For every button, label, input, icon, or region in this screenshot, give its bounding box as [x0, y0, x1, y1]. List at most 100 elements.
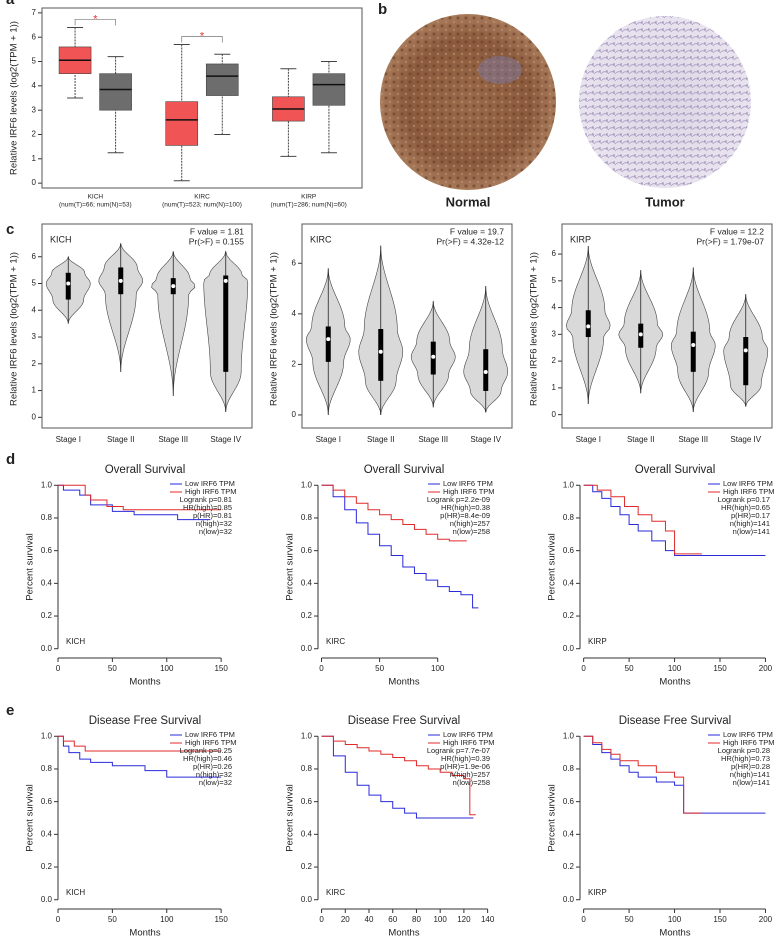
stat-text: Logrank p=7.7e-07	[427, 746, 490, 755]
stat-text: n(low)=258	[453, 778, 490, 787]
stat-text: n(high)=141	[730, 770, 770, 779]
stat-text: p(HR)=0.28	[731, 762, 770, 771]
legend-label: Low IRF6 TPM	[443, 479, 493, 488]
stat-text: Logrank p=0.25	[180, 746, 232, 755]
x-axis-label: Months	[129, 677, 160, 688]
iqr-box	[223, 275, 229, 372]
x-tick-label: Stage I	[576, 435, 601, 444]
significance-star: *	[200, 30, 205, 42]
panel-title: KICH	[66, 637, 85, 646]
x-tick-label: Stage II	[107, 435, 135, 444]
y-tick-label: 0.6	[301, 546, 313, 555]
y-tick-label: 0.0	[301, 644, 313, 653]
stat-text: HR(high)=0.38	[441, 503, 490, 512]
stat-text: n(high)=141	[730, 519, 770, 528]
y-tick-label: 6	[552, 249, 557, 258]
stat-text: Logrank p=0.28	[718, 746, 770, 755]
legend-label: High IRF6 TPM	[185, 487, 237, 496]
survival-curve	[583, 484, 766, 557]
stat-text: HR(high)=0.65	[721, 503, 770, 512]
chart-title: Disease Free Survival	[348, 715, 460, 727]
y-tick-label: 0.0	[563, 895, 575, 904]
x-tick-label: Stage I	[316, 435, 341, 444]
y-tick-label: 0.6	[41, 797, 53, 806]
y-tick-label: 1.0	[41, 480, 53, 489]
y-axis-label: Relative IRF6 levels (log2(TPM + 1))	[9, 21, 20, 175]
stat-text: Pr(>F) = 4.32e-12	[436, 236, 504, 246]
x-tick-note: (num(T)=66; num(N)=53)	[59, 202, 132, 209]
median-dot	[171, 284, 176, 289]
y-tick-label: 0.8	[301, 513, 313, 522]
y-tick-label: 0.2	[41, 611, 53, 620]
y-axis-label: Relative IRF6 levels (log2(TPM + 1))	[9, 252, 20, 406]
y-tick-label: 0.4	[41, 578, 53, 587]
normal-tissue-texture	[380, 14, 556, 190]
y-tick-label: 0.8	[563, 764, 575, 773]
median-dot	[223, 278, 228, 283]
box	[205, 63, 239, 96]
y-tick-label: 0.4	[41, 829, 53, 838]
x-tick-label: 50	[375, 664, 384, 673]
survival-curve	[583, 735, 702, 814]
median-dot	[326, 337, 331, 342]
y-tick-label: 0.6	[41, 546, 53, 555]
y-tick-label: 1.0	[41, 731, 53, 740]
y-tick-label: 0.8	[301, 764, 313, 773]
median-dot	[378, 349, 383, 354]
chart-title: Overall Survival	[105, 464, 186, 476]
panel-label: c	[6, 221, 14, 238]
median-dot	[638, 332, 643, 337]
iqr-box	[378, 329, 384, 381]
stat-text: n(high)=32	[196, 770, 232, 779]
stat-text: n(high)=257	[450, 519, 490, 528]
x-tick-label: 100	[433, 915, 447, 924]
legend-label: High IRF6 TPM	[443, 487, 495, 496]
box	[99, 73, 132, 111]
x-tick-label: 50	[108, 664, 117, 673]
y-tick-label: 2	[292, 359, 297, 368]
y-tick-label: 0.0	[301, 895, 313, 904]
y-tick-label: 0.2	[41, 862, 53, 871]
stat-text: Logrank p=2.2e-09	[427, 495, 490, 504]
y-tick-label: 4	[552, 303, 557, 312]
y-tick-label: 0.4	[301, 829, 313, 838]
x-tick-label: 60	[388, 915, 397, 924]
plot-frame	[41, 223, 253, 429]
median-dot	[431, 354, 436, 359]
stat-text: Logrank p=0.81	[180, 495, 232, 504]
stat-text: p(HR)=0.17	[731, 511, 770, 520]
chart-title: Overall Survival	[635, 464, 716, 476]
survival-curve	[321, 484, 479, 609]
y-tick-label: 0	[32, 178, 37, 187]
x-tick-label: 0	[56, 664, 61, 673]
x-tick-label: 0	[319, 915, 324, 924]
y-tick-label: 0.6	[563, 546, 575, 555]
stat-text: p(HR)=8.4e-09	[440, 511, 490, 520]
y-tick-label: 1.0	[301, 731, 313, 740]
x-tick-label: 40	[365, 915, 374, 924]
legend-label: Low IRF6 TPM	[185, 479, 235, 488]
x-tick-label: 150	[713, 915, 727, 924]
y-axis-label: Relative IRF6 levels (log2(TPM + 1))	[529, 252, 540, 406]
tumor-tissue-texture	[579, 16, 751, 188]
stat-text: HR(high)=0.73	[721, 754, 770, 763]
y-tick-label: 6	[292, 258, 297, 267]
image-label: Normal	[446, 194, 491, 209]
y-tick-label: 4	[32, 305, 37, 314]
median-dot	[691, 343, 696, 348]
panel-title: KIRC	[326, 637, 345, 646]
x-tick-label: 100	[160, 915, 174, 924]
iqr-box	[743, 337, 749, 386]
stat-text: n(low)=141	[733, 778, 770, 787]
stat-text: F value = 12.2	[710, 226, 764, 236]
stat-text: n(high)=32	[196, 519, 232, 528]
y-tick-label: 0.8	[563, 513, 575, 522]
x-tick-label: 50	[108, 915, 117, 924]
stat-text: Pr(>F) = 1.79e-07	[696, 236, 764, 246]
x-tick-label: Stage IV	[210, 435, 241, 444]
x-tick-label: 20	[341, 915, 350, 924]
stat-text: Pr(>F) = 0.155	[189, 236, 245, 246]
legend-label: High IRF6 TPM	[185, 738, 237, 747]
legend-label: High IRF6 TPM	[723, 487, 775, 496]
x-tick-label: 200	[759, 915, 773, 924]
